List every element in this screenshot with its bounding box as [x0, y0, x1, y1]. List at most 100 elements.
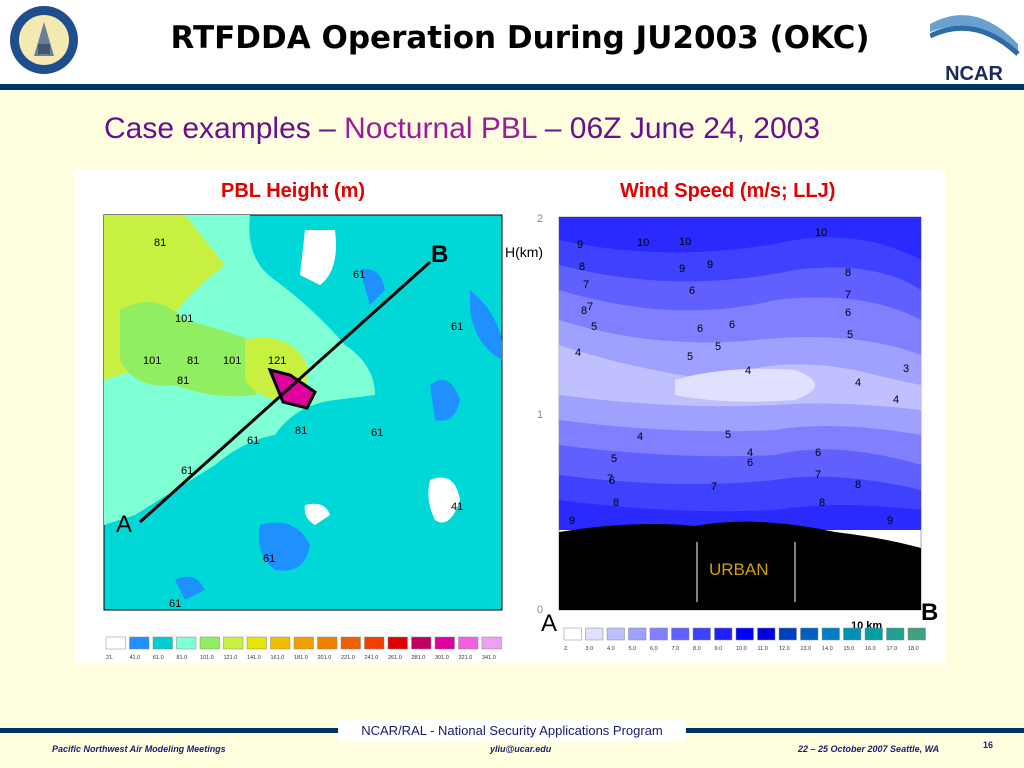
footer-program: NCAR/RAL - National Security Application…: [338, 720, 686, 742]
ncar-logo-text: NCAR: [945, 63, 1003, 84]
wind-contour-label: 9: [569, 515, 575, 527]
pbl-colorbar: 21. 41.0 61.0 81.0 101.0 121.0 141.0 161.0 181.0…: [105, 636, 502, 661]
colorbar-swatch: [692, 627, 711, 641]
pbl-contour-label: 61: [181, 465, 193, 477]
wind-colorbar: 2. 3.0 4.0 5.0 6.0 7.0 8.0 9.0 10.0 11.0 12.0 13.0 1…: [563, 627, 926, 652]
colorbar-tick-label: 121.0: [224, 655, 238, 661]
wind-contour-label: 4: [893, 394, 899, 406]
colorbar-tick-label: 201.0: [318, 655, 332, 661]
colorbar-swatch: [199, 636, 220, 650]
colorbar-tick-label: 7.0: [672, 646, 680, 652]
pbl-contour-label: 101: [143, 355, 161, 367]
colorbar-swatch: [411, 636, 432, 650]
subtitle-part1: Case examples –: [104, 112, 345, 145]
wind-contour-label: 9: [707, 259, 713, 271]
pbl-contour-label: 81: [187, 355, 199, 367]
colorbar-swatch: [800, 627, 819, 641]
wind-contour-label: 6: [697, 323, 703, 335]
page-title: RTFDDA Operation During JU2003 (OKC): [170, 20, 870, 56]
slide-header: RTFDDA Operation During JU2003 (OKC) NCA…: [0, 0, 1024, 90]
colorbar-tick-label: 341.0: [482, 655, 496, 661]
colorbar-swatch: [105, 636, 126, 650]
pbl-contour-label: 61: [169, 598, 181, 610]
wind-contour-label: 6: [845, 307, 851, 319]
wind-contour-label: 7: [583, 279, 589, 291]
colorbar-swatch: [628, 627, 647, 641]
colorbar-tick-label: 14.0: [822, 646, 833, 652]
urban-label: URBAN: [709, 560, 769, 579]
wind-contour-label: 4: [575, 347, 581, 359]
pbl-contour-label: 61: [451, 321, 463, 333]
colorbar-swatch: [649, 627, 668, 641]
colorbar-swatch: [606, 627, 625, 641]
pbl-contour-label: 61: [353, 269, 365, 281]
endpoint-b-right: B: [921, 599, 938, 626]
colorbar-tick-label: 16.0: [865, 646, 876, 652]
pbl-contour-label: 41: [451, 501, 463, 513]
ncar-logo-icon: NCAR: [930, 15, 1020, 84]
colorbar-tick-label: 2.: [564, 646, 569, 652]
colorbar-tick-label: 281.0: [412, 655, 426, 661]
wind-contour-label: 5: [715, 341, 721, 353]
wind-contour-label: 8: [855, 479, 861, 491]
endpoint-a-left: A: [116, 511, 132, 538]
colorbar-swatch: [671, 627, 690, 641]
pbl-contour-label: 61: [371, 427, 383, 439]
colorbar-swatch: [317, 636, 338, 650]
colorbar-tick-label: 15.0: [844, 646, 855, 652]
wind-contour-label: 6: [747, 457, 753, 469]
colorbar-tick-label: 141.0: [247, 655, 261, 661]
endpoint-b-left: B: [431, 241, 448, 268]
pbl-height-map: B A 81 61 101 81 101 121 81 81 61 61 61 …: [103, 214, 503, 661]
colorbar-tick-label: 10.0: [736, 646, 747, 652]
colorbar-swatch: [886, 627, 905, 641]
colorbar-tick-label: 41.0: [130, 655, 141, 661]
wind-contour-label: 9: [887, 515, 893, 527]
wind-speed-label: Wind Speed (m/s; LLJ): [620, 180, 836, 202]
subtitle-part3: – 06Z June 24, 2003: [536, 112, 821, 145]
colorbar-tick-label: 17.0: [887, 646, 898, 652]
colorbar-tick-label: 301.0: [435, 655, 449, 661]
colorbar-tick-label: 3.0: [586, 646, 594, 652]
wind-contour-label: 9: [577, 239, 583, 251]
colorbar-swatch: [563, 627, 582, 641]
colorbar-swatch: [821, 627, 840, 641]
colorbar-tick-label: 241.0: [365, 655, 379, 661]
wind-contour-label: 5: [611, 453, 617, 465]
wind-contour-label: 7: [845, 289, 851, 301]
colorbar-swatch: [843, 627, 862, 641]
y-axis-label: H(km): [505, 244, 543, 260]
wind-contour-label: 4: [745, 365, 751, 377]
colorbar-swatch: [907, 627, 926, 641]
colorbar-swatch: [864, 627, 883, 641]
footer-email: yliu@ucar.edu: [490, 744, 552, 754]
wind-contour-label: 5: [725, 429, 731, 441]
colorbar-tick-label: 18.0: [908, 646, 919, 652]
colorbar-swatch: [778, 627, 797, 641]
colorbar-tick-label: 261.0: [388, 655, 402, 661]
colorbar-tick-label: 221.0: [341, 655, 355, 661]
colorbar-tick-label: 11.0: [758, 646, 768, 652]
colorbar-swatch: [246, 636, 267, 650]
pbl-contour-label: 101: [175, 313, 193, 325]
wind-contour-label: 4: [855, 377, 861, 389]
wind-contour-label: 6: [609, 475, 615, 487]
colorbar-swatch: [364, 636, 385, 650]
wind-contour-label: 8: [613, 497, 619, 509]
colorbar-tick-label: 101.0: [200, 655, 214, 661]
wind-contour-label: 5: [687, 351, 693, 363]
wind-contour-label: 6: [755, 529, 761, 541]
colorbar-tick-label: 321.0: [459, 655, 473, 661]
pbl-contour-label: 101: [223, 355, 241, 367]
colorbar-swatch: [585, 627, 604, 641]
colorbar-swatch: [152, 636, 173, 650]
colorbar-tick-label: 181.0: [294, 655, 308, 661]
colorbar-tick-label: 4.0: [607, 646, 615, 652]
endpoint-a-right: A: [541, 610, 557, 637]
colorbar-swatch: [434, 636, 455, 650]
wind-contour-label: 7: [607, 473, 613, 485]
y-tick-1: 1: [537, 409, 543, 421]
page-number: 16: [983, 740, 994, 750]
wind-contour-label: 6: [729, 319, 735, 331]
